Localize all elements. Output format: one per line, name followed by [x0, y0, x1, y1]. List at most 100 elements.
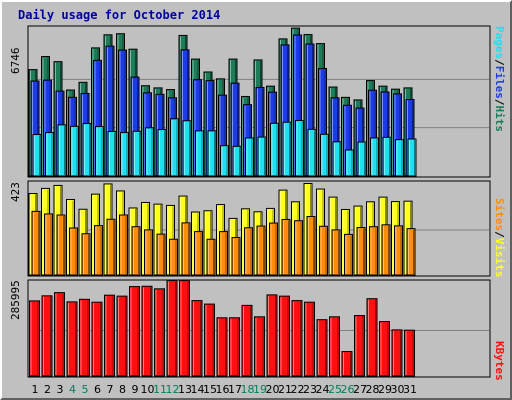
pages-bar-day-5 — [82, 123, 92, 177]
kbytes-bar-day-4 — [66, 301, 78, 377]
pages-bar-day-23 — [307, 128, 317, 177]
kbytes-bar-day-18 — [241, 304, 253, 377]
day-label-20: 20 — [266, 383, 280, 396]
legend-hits: Hits — [493, 106, 506, 133]
sites-bar-day-25 — [331, 229, 341, 276]
kbytes-bar-day-5 — [79, 298, 90, 377]
kbytes-bar-day-7 — [104, 294, 115, 377]
sites-bar-day-28-body — [369, 226, 378, 276]
kbytes-bar-day-4-body — [66, 301, 78, 377]
day-label-8: 8 — [119, 383, 126, 396]
pages-bar-day-10 — [145, 127, 154, 177]
legend-sep-2: / — [493, 99, 506, 106]
hits-legend: Pages/Files/Hits — [493, 26, 506, 132]
visits-legend: Sites/Visits — [493, 198, 506, 278]
sites-bar-day-12-body — [169, 238, 178, 276]
day-label-25: 25 — [328, 383, 342, 396]
pages-bar-day-1 — [32, 134, 42, 177]
sites-bar-day-17 — [231, 237, 241, 276]
day-label-26: 26 — [341, 383, 355, 396]
kbytes-bar-day-22 — [291, 300, 303, 377]
sites-bar-day-14 — [194, 231, 203, 276]
pages-bar-day-6 — [95, 126, 104, 177]
kbytes-bar-day-30 — [391, 329, 403, 377]
sites-bar-day-23 — [306, 215, 316, 276]
sites-bar-day-9 — [131, 226, 141, 276]
kbytes-bar-day-19-body — [254, 316, 265, 377]
kbytes-bar-day-25 — [329, 316, 340, 377]
legend-kbytes: KBytes — [493, 341, 506, 381]
day-label-30: 30 — [391, 383, 405, 396]
sites-bar-day-7 — [106, 218, 116, 276]
pages-bar-day-16 — [220, 145, 229, 177]
kbytes-bar-day-27-body — [354, 315, 365, 377]
kbytes-bar-day-22-body — [291, 300, 303, 377]
kbytes-bar-day-11 — [154, 288, 165, 377]
hits-panel: 6746 Pages/Files/Hits — [9, 25, 506, 178]
sites-bar-day-2-body — [44, 213, 53, 276]
kbytes-bar-day-9 — [129, 286, 140, 377]
legend-sites: Sites — [493, 198, 506, 231]
kbytes-bar-day-15-body — [204, 303, 215, 377]
visits-ymax-label: 423 — [9, 182, 22, 202]
sites-bar-day-5-body — [81, 233, 91, 276]
kbytes-bar-day-6 — [91, 301, 103, 377]
sites-bar-day-11 — [156, 233, 166, 276]
sites-bar-day-20 — [269, 222, 278, 276]
sites-bar-day-8 — [119, 214, 128, 276]
sites-bar-day-23-body — [306, 215, 316, 276]
sites-bar-day-10-body — [144, 229, 153, 276]
sites-bar-day-21 — [281, 218, 291, 276]
kbytes-bar-day-6-body — [91, 301, 103, 377]
kbytes-bar-day-14-body — [191, 300, 203, 377]
sites-bar-day-3-body — [56, 214, 66, 276]
kbytes-bar-day-27 — [354, 315, 365, 377]
kbytes-bar-day-25-body — [329, 316, 340, 377]
pages-bar-day-26 — [345, 149, 354, 177]
legend-pages: Pages — [493, 26, 506, 59]
day-label-1: 1 — [32, 383, 39, 396]
pages-bar-day-18 — [245, 137, 254, 177]
sites-bar-day-22-body — [294, 220, 303, 276]
day-label-11: 11 — [153, 383, 167, 396]
kbytes-bar-day-29 — [379, 321, 390, 377]
day-label-10: 10 — [141, 383, 155, 396]
sites-bar-day-13-body — [181, 222, 191, 276]
kbytes-bar-day-20-body — [266, 294, 278, 377]
day-label-29: 29 — [378, 383, 392, 396]
sites-bar-day-15-body — [206, 238, 216, 276]
day-label-23: 23 — [303, 383, 317, 396]
kbytes-bar-day-23-body — [304, 301, 315, 377]
day-label-9: 9 — [132, 383, 139, 396]
kbytes-bar-day-31 — [404, 329, 415, 377]
sites-bar-day-6-body — [94, 225, 103, 276]
pages-bar-day-8 — [120, 132, 129, 177]
sites-bar-day-2 — [44, 213, 53, 276]
kbytes-bar-day-24-body — [316, 319, 328, 377]
pages-bar-day-31-body — [407, 138, 417, 177]
legend-visits: Visits — [493, 238, 506, 278]
kbytes-bar-day-1 — [29, 300, 40, 377]
visits-panel: 423 Sites/Visits — [9, 180, 506, 278]
kbytes-bar-day-1-body — [29, 300, 40, 377]
sites-bar-day-24 — [319, 225, 328, 276]
sites-bar-day-25-body — [331, 229, 341, 276]
pages-bar-day-22 — [295, 120, 304, 177]
pages-bar-day-17 — [232, 145, 242, 177]
pages-bar-day-14 — [195, 130, 204, 177]
sites-bar-day-14-body — [194, 231, 203, 276]
day-label-15: 15 — [203, 383, 217, 396]
pages-bar-day-15 — [207, 130, 217, 177]
pages-bar-day-27 — [357, 141, 367, 177]
kbytes-bar-day-30-body — [391, 329, 403, 377]
kbytes-bar-day-19 — [254, 316, 265, 377]
sites-bar-day-16-body — [219, 231, 228, 276]
kbytes-bar-day-31-body — [404, 329, 415, 377]
legend-files: Files — [493, 66, 506, 99]
sites-bar-day-18 — [244, 227, 253, 276]
pages-bar-day-20 — [270, 122, 279, 177]
kbytes-bar-day-7-body — [104, 294, 115, 377]
pages-bar-day-3 — [57, 124, 67, 177]
kbytes-bar-day-24 — [316, 319, 328, 377]
pages-bar-day-30 — [395, 139, 404, 177]
